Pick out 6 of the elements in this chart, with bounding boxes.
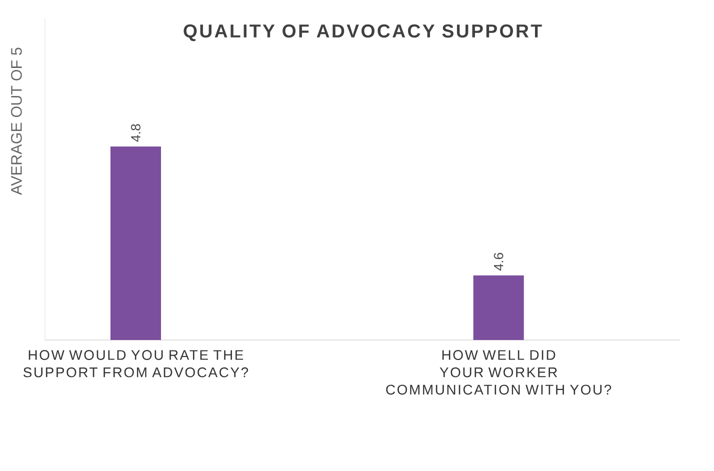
x-tick-label: HOW WOULD YOU RATE THE SUPPORT FROM ADVOCACY? xyxy=(23,350,248,378)
x-tick-label: HOW WELL DID YOUR WORKER COMMUNICATION WITH YOU? xyxy=(386,350,612,395)
chart-title: QUALITY OF ADVOCACY SUPPORT xyxy=(184,24,542,42)
data-label: 4.8 xyxy=(131,124,140,142)
y-axis-title: AVERAGE OUT OF 5 xyxy=(11,48,22,195)
data-label: 4.6 xyxy=(494,252,504,271)
